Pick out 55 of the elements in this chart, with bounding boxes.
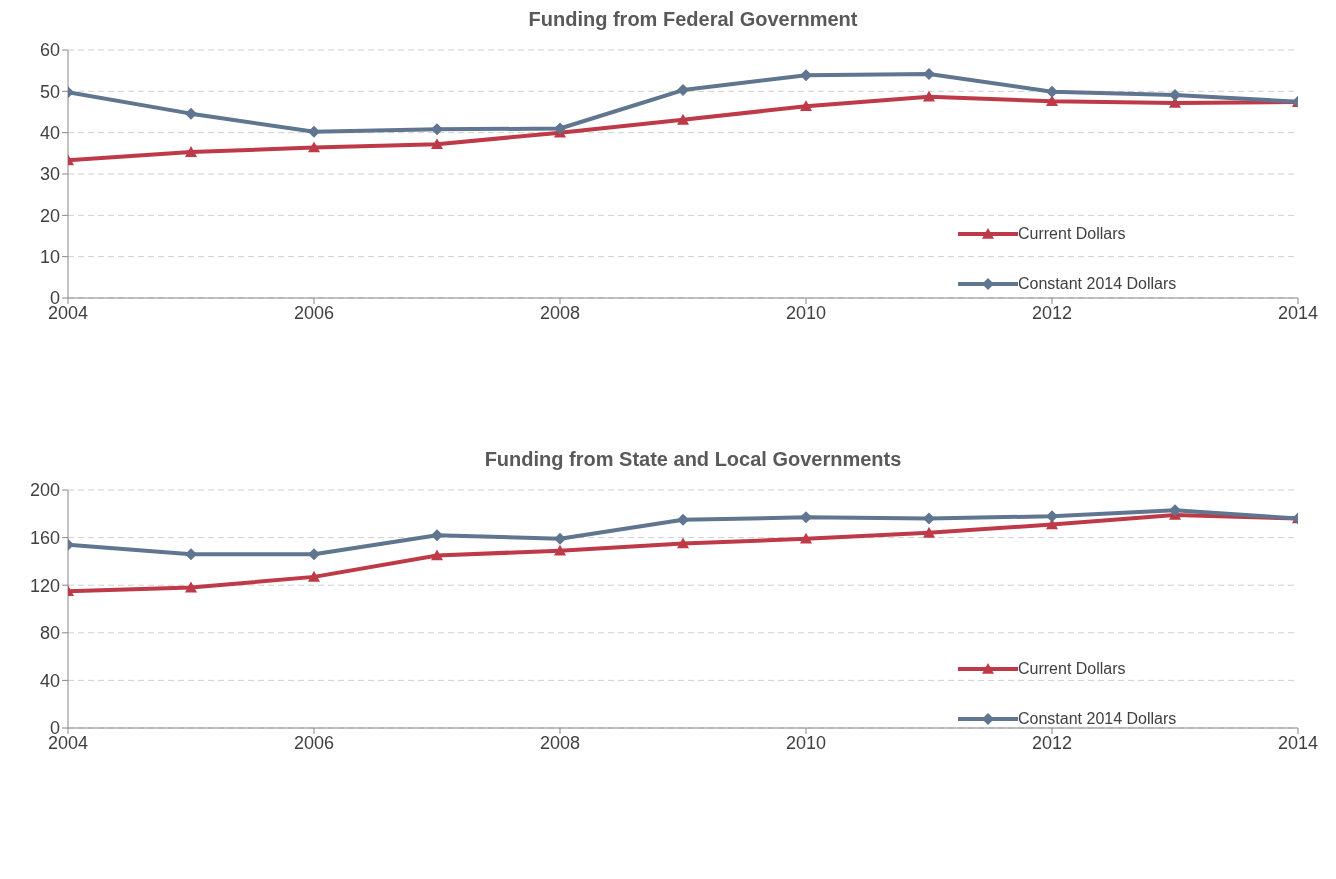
- y-tick-label: 80: [39, 623, 60, 644]
- point: [431, 138, 443, 150]
- point: [800, 100, 812, 112]
- point: [431, 549, 443, 561]
- point: [308, 570, 320, 582]
- x-tick-label: 2006: [293, 302, 335, 323]
- x-tick-label: 2008: [539, 302, 581, 323]
- legend-label: Constant 2014 Dollars: [1018, 275, 1177, 294]
- y-tick-label: 40: [39, 123, 60, 144]
- point: [308, 141, 320, 153]
- y-tick-label: 120: [29, 575, 60, 596]
- point: [800, 511, 812, 524]
- y-tick-label: 60: [39, 40, 60, 61]
- point: [554, 122, 566, 135]
- point: [1046, 85, 1058, 98]
- point: [185, 548, 197, 561]
- point: [308, 548, 320, 561]
- point: [800, 69, 812, 82]
- point: [677, 513, 689, 526]
- y-tick-label: 10: [39, 247, 60, 268]
- point: [308, 125, 320, 138]
- x-tick-label: 2010: [785, 732, 827, 753]
- point: [185, 107, 197, 120]
- x-tick-label: 2014: [1277, 302, 1319, 323]
- point: [1169, 89, 1181, 102]
- x-tick-label: 2014: [1277, 732, 1319, 753]
- point: [431, 529, 443, 542]
- chart-title: Funding from State and Local Governments: [483, 448, 903, 472]
- point: [431, 123, 443, 136]
- x-tick-label: 2010: [785, 302, 827, 323]
- point: [923, 512, 935, 525]
- y-tick-label: 50: [39, 81, 60, 102]
- point: [1169, 504, 1181, 517]
- x-tick-label: 2012: [1031, 732, 1073, 753]
- point: [677, 113, 689, 125]
- point: [923, 526, 935, 538]
- y-tick-label: 20: [39, 205, 60, 226]
- point: [554, 532, 566, 545]
- y-tick-label: 200: [29, 480, 60, 501]
- x-tick-label: 2008: [539, 732, 581, 753]
- x-tick-label: 2012: [1031, 302, 1073, 323]
- point: [923, 90, 935, 102]
- legend-label: Current Dollars: [1018, 225, 1126, 244]
- y-tick-label: 40: [39, 670, 60, 691]
- legend-label: Constant 2014 Dollars: [1018, 710, 1177, 729]
- y-tick-label: 30: [39, 164, 60, 185]
- chart-title: Funding from Federal Government: [527, 8, 859, 32]
- legend-label: Current Dollars: [1018, 660, 1126, 679]
- point: [677, 537, 689, 549]
- point: [185, 146, 197, 157]
- point: [800, 532, 812, 544]
- point: [185, 581, 197, 593]
- x-tick-label: 2006: [293, 732, 335, 753]
- y-tick-label: 160: [29, 527, 60, 548]
- point: [677, 84, 689, 97]
